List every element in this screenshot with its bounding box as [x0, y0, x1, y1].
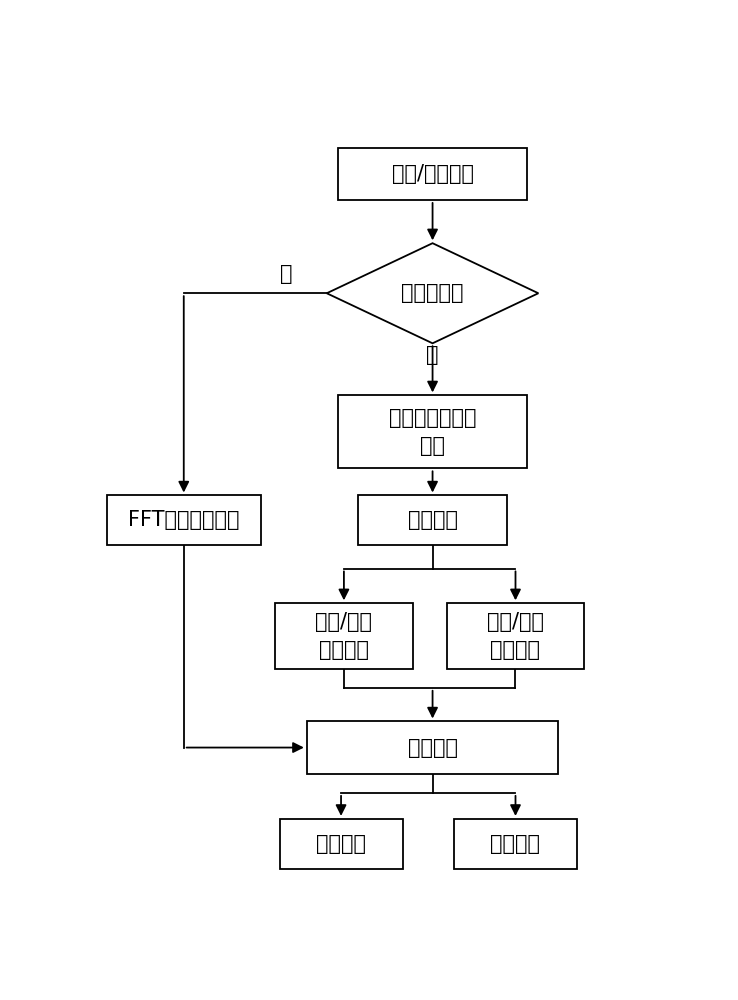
FancyBboxPatch shape — [307, 721, 559, 774]
FancyBboxPatch shape — [275, 603, 413, 669]
FancyBboxPatch shape — [338, 148, 527, 200]
Text: 否: 否 — [280, 264, 293, 284]
Text: 信号时频分解、
分层: 信号时频分解、 分层 — [389, 408, 476, 456]
FancyBboxPatch shape — [358, 495, 507, 545]
Text: 谐波电能: 谐波电能 — [491, 834, 540, 854]
Text: FFT信号分解变换: FFT信号分解变换 — [128, 510, 240, 530]
FancyBboxPatch shape — [338, 395, 527, 468]
Text: 电能计算: 电能计算 — [407, 738, 458, 758]
Text: 非稳态特性: 非稳态特性 — [401, 283, 463, 303]
FancyBboxPatch shape — [106, 495, 261, 545]
Text: 电压/电流
基波信号: 电压/电流 基波信号 — [315, 612, 373, 660]
Text: 是: 是 — [427, 345, 439, 365]
FancyBboxPatch shape — [447, 603, 584, 669]
Polygon shape — [327, 243, 539, 343]
FancyBboxPatch shape — [280, 819, 402, 869]
FancyBboxPatch shape — [454, 819, 577, 869]
Text: 信号重构: 信号重构 — [407, 510, 458, 530]
Text: 电压/电流
谐波信号: 电压/电流 谐波信号 — [487, 612, 544, 660]
Text: 电压/电流信号: 电压/电流信号 — [392, 164, 474, 184]
Text: 基波电能: 基波电能 — [316, 834, 366, 854]
